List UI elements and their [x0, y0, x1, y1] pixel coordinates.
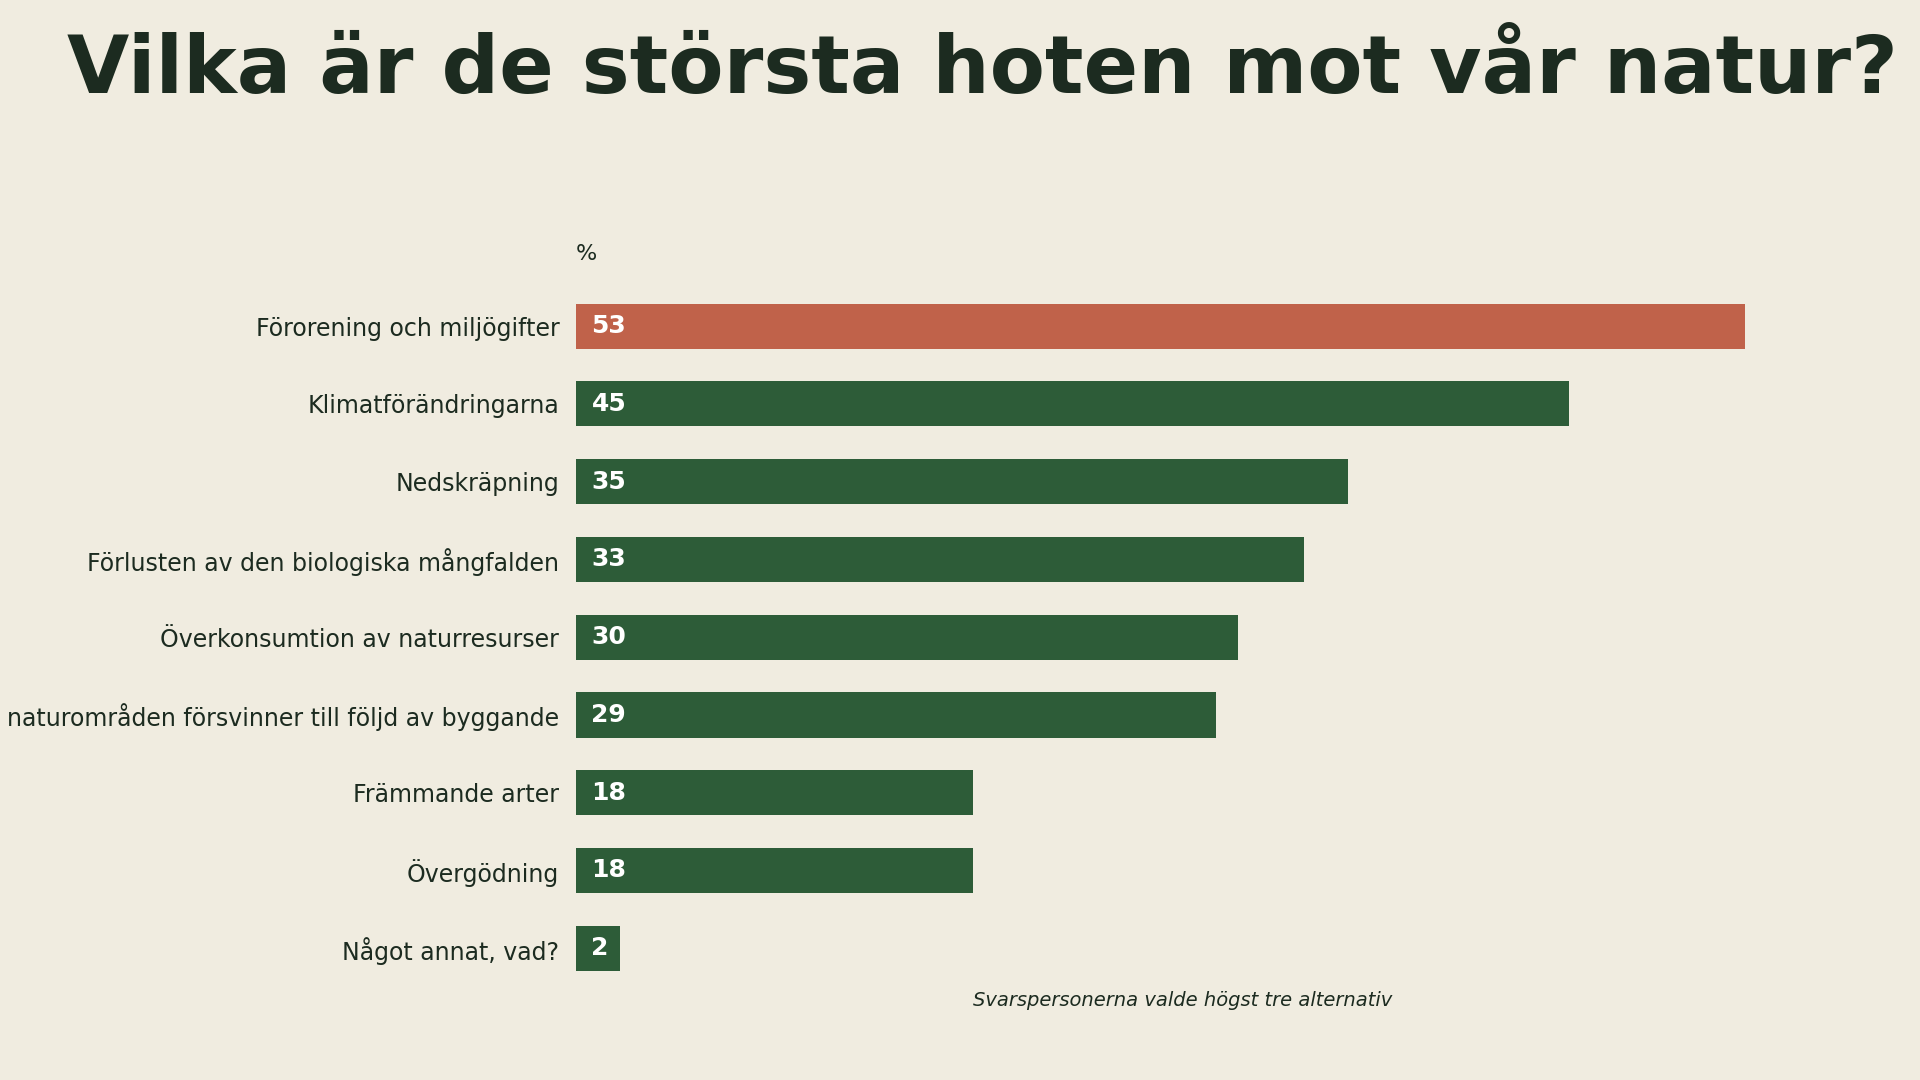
Text: Svarspersonerna valde högst tre alternativ: Svarspersonerna valde högst tre alternat…	[973, 991, 1392, 1010]
Bar	[576, 303, 1745, 349]
Bar	[576, 692, 1215, 738]
Text: %: %	[576, 244, 597, 264]
Text: 45: 45	[591, 392, 626, 416]
Text: 35: 35	[591, 470, 626, 494]
Bar	[576, 459, 1348, 504]
Text: 18: 18	[591, 859, 626, 882]
Bar	[576, 926, 620, 971]
Bar	[576, 615, 1238, 660]
Bar	[576, 381, 1569, 427]
Text: 29: 29	[591, 703, 626, 727]
Bar	[576, 848, 973, 893]
Text: 53: 53	[591, 314, 626, 338]
Text: 30: 30	[591, 625, 626, 649]
Text: 2: 2	[591, 936, 609, 960]
Bar	[576, 537, 1304, 582]
Text: 33: 33	[591, 548, 626, 571]
Bar	[576, 770, 973, 815]
Text: 18: 18	[591, 781, 626, 805]
Text: Vilka är de största hoten mot vår natur?: Vilka är de största hoten mot vår natur?	[67, 32, 1899, 110]
